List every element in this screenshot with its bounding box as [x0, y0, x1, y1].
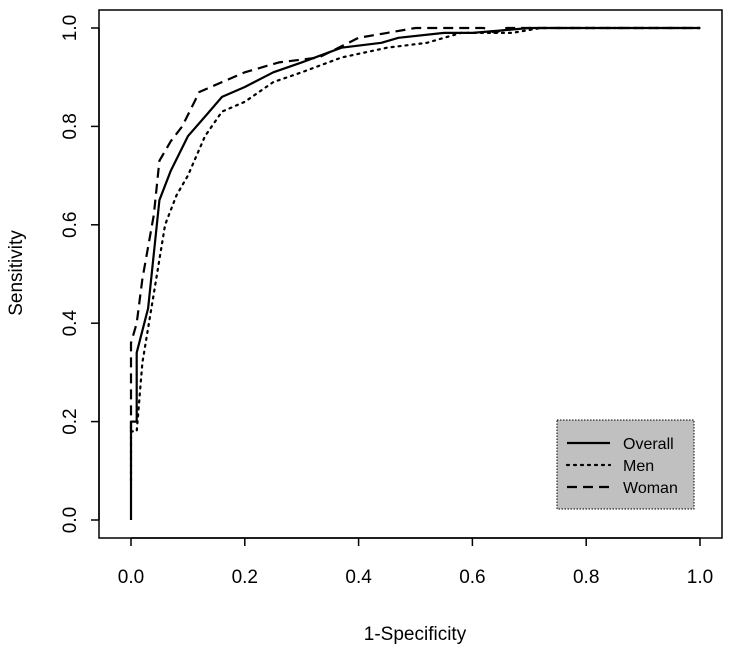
- legend: Overall Men Woman: [556, 419, 695, 510]
- y-tick-label: 0.0: [60, 507, 81, 533]
- x-tick-label: 0.4: [345, 567, 372, 588]
- series-line-woman: [129, 26, 700, 432]
- series-line-overall: [129, 26, 700, 520]
- y-ticks: 0.0 0.2 0.4 0.6 0.8 1.0: [60, 15, 99, 533]
- x-tick-label: 0.0: [118, 567, 144, 588]
- y-tick-label: 0.8: [60, 113, 81, 139]
- x-axis-title: 1-Specificity: [364, 624, 467, 645]
- y-tick-label: 0.2: [60, 408, 81, 434]
- legend-label-woman: Woman: [623, 480, 678, 497]
- y-axis-title: Sensitivity: [6, 230, 27, 316]
- x-axis: 0.0 0.2 0.4 0.6 0.8 1.0: [118, 537, 713, 588]
- legend-box: [556, 419, 695, 510]
- x-tick-label: 0.2: [232, 567, 258, 588]
- legend-label-men: Men: [623, 458, 654, 475]
- x-ticks: 0.0 0.2 0.4 0.6 0.8 1.0: [118, 538, 713, 588]
- y-axis: 0.0 0.2 0.4 0.6 0.8 1.0: [60, 15, 100, 533]
- x-tick-label: 1.0: [687, 567, 713, 588]
- y-tick-label: 1.0: [60, 15, 81, 41]
- x-tick-label: 0.8: [573, 567, 599, 588]
- series-layer: [129, 26, 702, 520]
- series-line-men: [129, 26, 702, 482]
- x-tick-label: 0.6: [459, 567, 485, 588]
- legend-label-overall: Overall: [623, 436, 674, 453]
- y-tick-label: 0.6: [60, 212, 81, 238]
- y-tick-label: 0.4: [60, 310, 81, 337]
